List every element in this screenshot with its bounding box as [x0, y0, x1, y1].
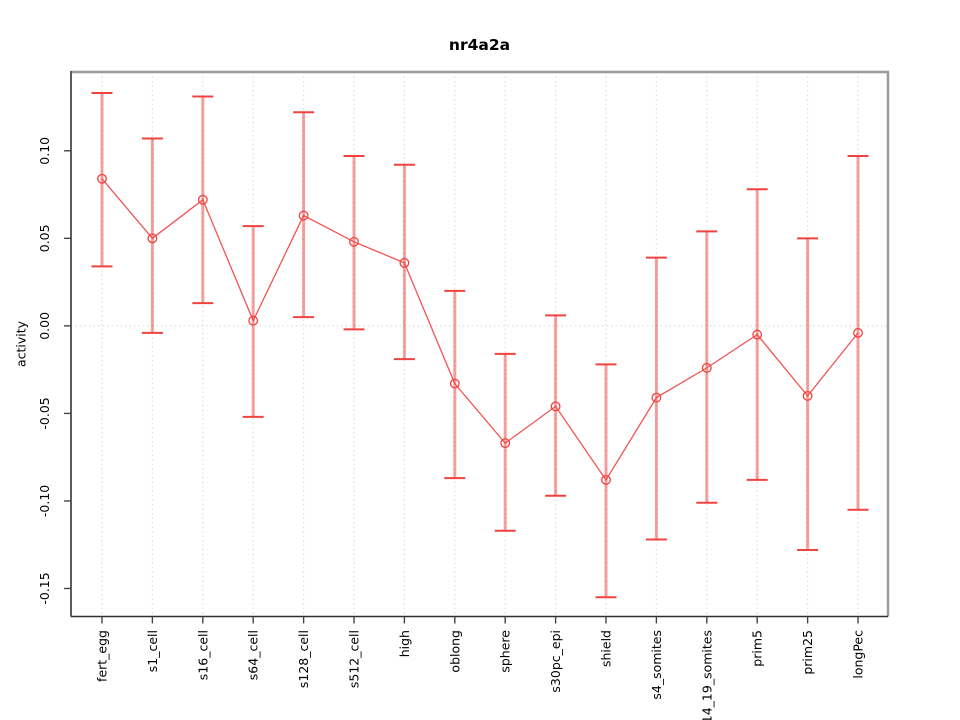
x-tick-label: prim25: [800, 630, 815, 675]
x-tick-label: s16_cell: [195, 630, 210, 680]
y-tick-label: -0.10: [37, 485, 52, 517]
data-point: [449, 378, 460, 389]
x-tick-label: s512_cell: [347, 630, 362, 688]
data-point: [298, 210, 309, 221]
x-tick-label: s30pc_epi: [548, 630, 563, 693]
data-point: [802, 390, 813, 401]
data-point: [97, 173, 107, 184]
y-tick-label: 0.10: [37, 137, 52, 165]
data-point: [147, 233, 158, 244]
x-tick-label: oblong: [447, 630, 462, 673]
data-point: [601, 474, 611, 485]
data-point: [500, 438, 511, 449]
x-tick-label: s1_cell: [145, 630, 160, 672]
x-tick-label: fert_egg: [95, 630, 110, 682]
x-tick-label: sphere: [498, 630, 513, 673]
data-point: [853, 327, 863, 338]
x-tick-label: longPec: [851, 630, 866, 679]
y-tick-label: -0.05: [37, 397, 52, 429]
x-tick-label: s4_somites: [649, 630, 664, 700]
x-tick-label: high: [397, 630, 412, 657]
data-point: [248, 315, 259, 326]
y-tick-label: 0.05: [37, 224, 52, 252]
series-line: [101, 178, 859, 482]
data-point: [197, 194, 208, 205]
x-tick-label: prim5: [750, 630, 765, 667]
y-tick-label: 0.00: [37, 312, 52, 340]
data-point: [651, 392, 662, 403]
data-point: [349, 236, 359, 247]
x-tick-label: s64_cell: [246, 630, 261, 680]
x-tick-label: shield: [599, 630, 614, 667]
chart-title: nr4a2a: [448, 36, 511, 54]
y-tick-label: -0.15: [37, 572, 52, 604]
data-point: [550, 401, 561, 412]
data-point: [399, 257, 410, 268]
data-point: [752, 329, 763, 340]
x-tick-label: s128_cell: [296, 630, 311, 688]
data-point: [701, 362, 712, 373]
x-tick-label: s14_19_somites: [699, 630, 714, 720]
